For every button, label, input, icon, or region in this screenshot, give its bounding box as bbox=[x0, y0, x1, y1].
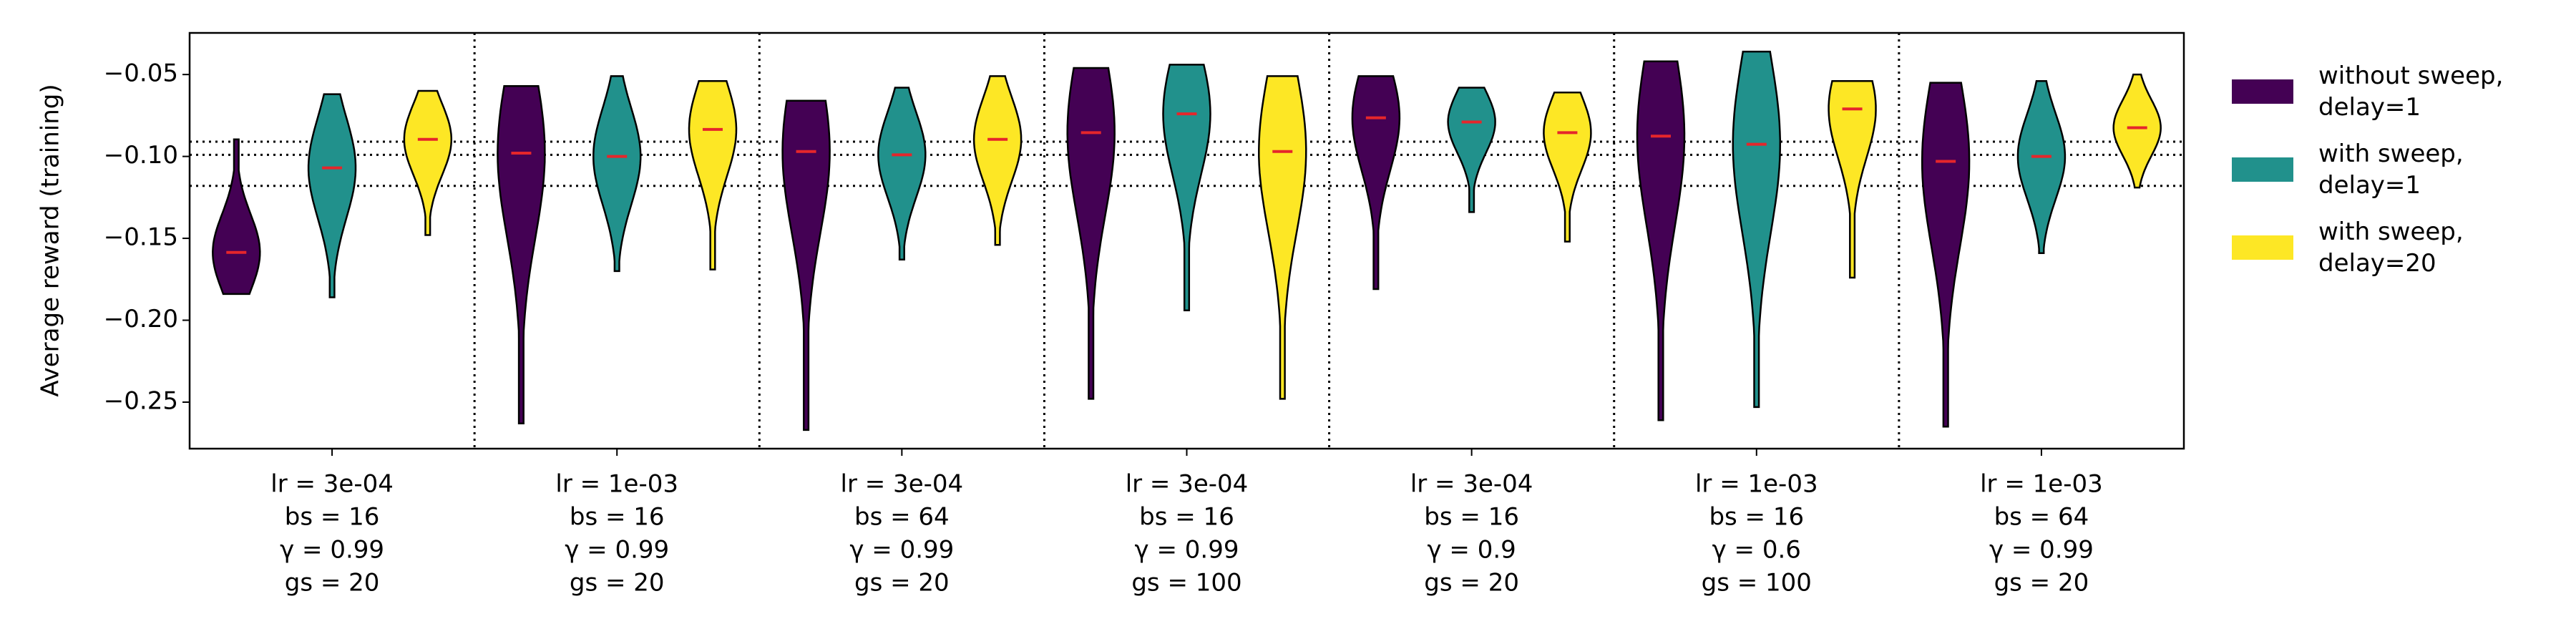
x-tick-label: γ = 0.9 bbox=[1427, 536, 1516, 565]
violin-body bbox=[1732, 50, 1782, 409]
y-tick-label: −0.05 bbox=[104, 59, 178, 88]
x-tick-label: gs = 100 bbox=[1702, 569, 1812, 597]
x-tick-label: γ = 0.99 bbox=[849, 536, 954, 565]
x-tick-label: γ = 0.99 bbox=[1989, 536, 2094, 565]
x-tick-label: bs = 16 bbox=[570, 503, 665, 532]
violin-body bbox=[877, 87, 927, 261]
x-tick-label: bs = 64 bbox=[1994, 503, 2089, 532]
legend-label: with sweep, delay=1 bbox=[2318, 140, 2464, 200]
violin-body bbox=[1351, 75, 1401, 291]
violin-body bbox=[2016, 80, 2067, 254]
legend-swatch bbox=[2232, 235, 2293, 260]
x-tick-label: lr = 3e-04 bbox=[270, 470, 394, 499]
y-tick-label: −0.25 bbox=[104, 386, 178, 415]
violin-body bbox=[212, 138, 261, 296]
x-tick-label: γ = 0.99 bbox=[280, 536, 384, 565]
x-tick-label: bs = 16 bbox=[1709, 503, 1804, 532]
x-tick-label: gs = 100 bbox=[1131, 569, 1241, 597]
violin-body bbox=[1543, 92, 1592, 243]
y-tick-label: −0.20 bbox=[104, 305, 178, 333]
x-tick-label: gs = 20 bbox=[854, 569, 950, 597]
legend-label: with sweep, delay=20 bbox=[2318, 218, 2464, 278]
x-tick-label: gs = 20 bbox=[1994, 569, 2089, 597]
violin-body bbox=[1258, 75, 1307, 400]
x-tick-label: bs = 16 bbox=[1139, 503, 1234, 532]
violin-body bbox=[592, 75, 642, 273]
x-tick-label: lr = 1e-03 bbox=[555, 470, 678, 499]
x-tick-label: bs = 16 bbox=[285, 503, 380, 532]
violin-body bbox=[781, 99, 831, 431]
x-tick-label: γ = 0.6 bbox=[1712, 536, 1801, 565]
y-axis-label: Average reward (training) bbox=[36, 84, 65, 396]
x-tick-label: lr = 1e-03 bbox=[1980, 470, 2103, 499]
violin-body bbox=[1636, 60, 1686, 421]
violin-body bbox=[2112, 73, 2162, 189]
y-tick-label: −0.10 bbox=[104, 141, 178, 170]
y-tick-label: −0.15 bbox=[104, 223, 178, 252]
x-tick-label: γ = 0.99 bbox=[565, 536, 669, 565]
x-tick-label: lr = 1e-03 bbox=[1695, 470, 1818, 499]
violin-body bbox=[1066, 67, 1116, 400]
x-tick-label: lr = 3e-04 bbox=[841, 470, 964, 499]
x-tick-label: lr = 3e-04 bbox=[1126, 470, 1249, 499]
x-tick-label: bs = 64 bbox=[854, 503, 950, 532]
violin-body bbox=[1162, 64, 1211, 312]
x-tick-label: lr = 3e-04 bbox=[1410, 470, 1533, 499]
plot-frame bbox=[188, 31, 2185, 450]
x-tick-label: gs = 20 bbox=[570, 569, 665, 597]
legend-swatch bbox=[2232, 157, 2293, 182]
x-tick-label: γ = 0.99 bbox=[1135, 536, 1239, 565]
legend-label: without sweep, delay=1 bbox=[2318, 62, 2504, 122]
violin-body bbox=[307, 93, 357, 298]
violin-body bbox=[1447, 87, 1496, 213]
x-tick-label: gs = 20 bbox=[285, 569, 380, 597]
violin-body bbox=[403, 89, 453, 236]
violin-body bbox=[688, 80, 738, 270]
x-tick-label: gs = 20 bbox=[1424, 569, 1519, 597]
legend-swatch bbox=[2232, 79, 2293, 104]
violin-body bbox=[972, 75, 1023, 246]
violin-body bbox=[497, 84, 546, 424]
violin-body bbox=[1828, 80, 1877, 279]
x-tick-label: bs = 16 bbox=[1424, 503, 1519, 532]
violin-body bbox=[1921, 82, 1971, 428]
